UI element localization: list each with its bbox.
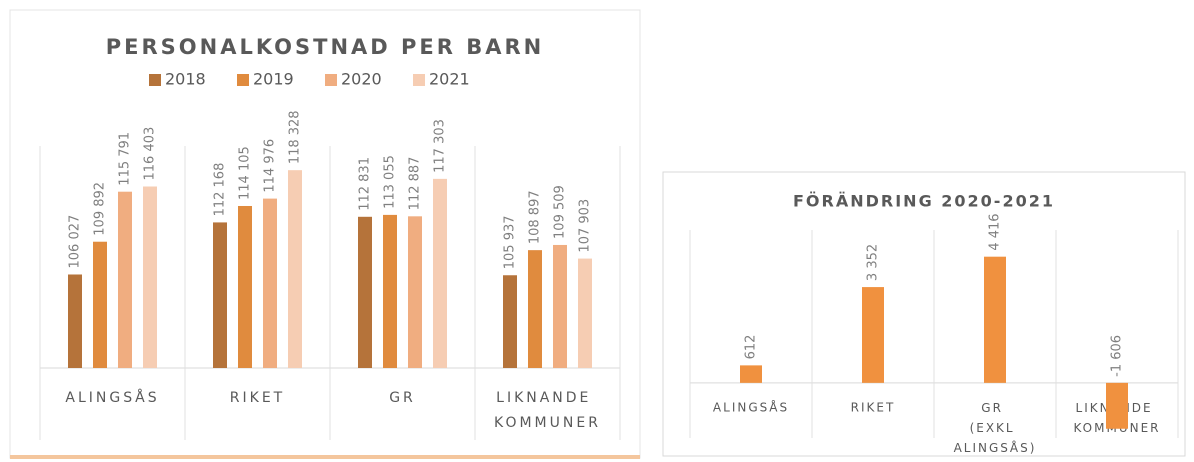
bar: [288, 170, 302, 368]
bar: [528, 250, 542, 368]
chart-title: PERSONALKOSTNAD PER BARN: [106, 35, 545, 59]
data-label: 114 976: [263, 139, 278, 193]
x-tick-label: RIKET: [851, 401, 896, 415]
bar: [358, 216, 372, 368]
data-label: 3 352: [866, 244, 881, 281]
bar: [1106, 382, 1128, 429]
x-tick-label: ALINGSÅS: [65, 389, 159, 406]
data-label: 109 509: [553, 185, 568, 239]
x-tick-label: LIKNANDE KOMMUNER: [494, 390, 601, 431]
legend-swatch: [149, 74, 161, 86]
data-label: 118 328: [288, 110, 303, 164]
bar: [553, 244, 567, 368]
legend-swatch: [237, 74, 249, 86]
bar: [68, 274, 82, 368]
x-tick-label: RIKET: [230, 390, 285, 406]
bar: [862, 287, 884, 383]
legend-swatch: [413, 74, 425, 86]
bar: [263, 198, 277, 368]
x-tick-label: GR (EXKL ALINGSÅS): [954, 401, 1037, 455]
data-label: 116 403: [143, 127, 158, 181]
data-label: 114 105: [238, 146, 253, 200]
bar: [433, 178, 447, 368]
bar: [238, 205, 252, 368]
legend-label: 2018: [165, 70, 206, 89]
bar: [578, 258, 592, 368]
data-label: 112 831: [358, 157, 373, 211]
frame-accent: [10, 455, 640, 459]
data-label: 115 791: [118, 132, 133, 186]
x-tick-label: GR: [389, 390, 416, 406]
chart-frame: [662, 171, 1186, 457]
bar: [503, 275, 517, 368]
bar: [740, 365, 762, 383]
data-label: 106 027: [68, 215, 83, 269]
data-label: 107 903: [578, 199, 593, 253]
bar: [93, 241, 107, 368]
legend-label: 2021: [429, 70, 470, 89]
data-label: 112 168: [213, 163, 228, 217]
data-label: 4 416: [988, 213, 1003, 250]
data-label: 105 937: [503, 215, 518, 269]
bar: [408, 216, 422, 368]
data-label: 113 055: [383, 155, 398, 209]
bar: [118, 191, 132, 368]
data-label: -1 606: [1110, 335, 1125, 377]
data-label: 109 892: [93, 182, 108, 236]
bar: [213, 222, 227, 368]
data-label: 112 887: [408, 157, 423, 211]
data-label: 612: [744, 335, 759, 360]
chart-title: FÖRÄNDRING 2020-2021: [793, 192, 1055, 211]
bar: [383, 214, 397, 368]
legend-label: 2020: [341, 70, 382, 89]
data-label: 117 303: [433, 119, 448, 173]
bar: [984, 256, 1006, 383]
bar: [143, 186, 157, 368]
data-label: 108 897: [528, 190, 543, 244]
legend-swatch: [325, 74, 337, 86]
x-tick-label: ALINGSÅS: [713, 400, 789, 415]
legend-label: 2019: [253, 70, 294, 89]
